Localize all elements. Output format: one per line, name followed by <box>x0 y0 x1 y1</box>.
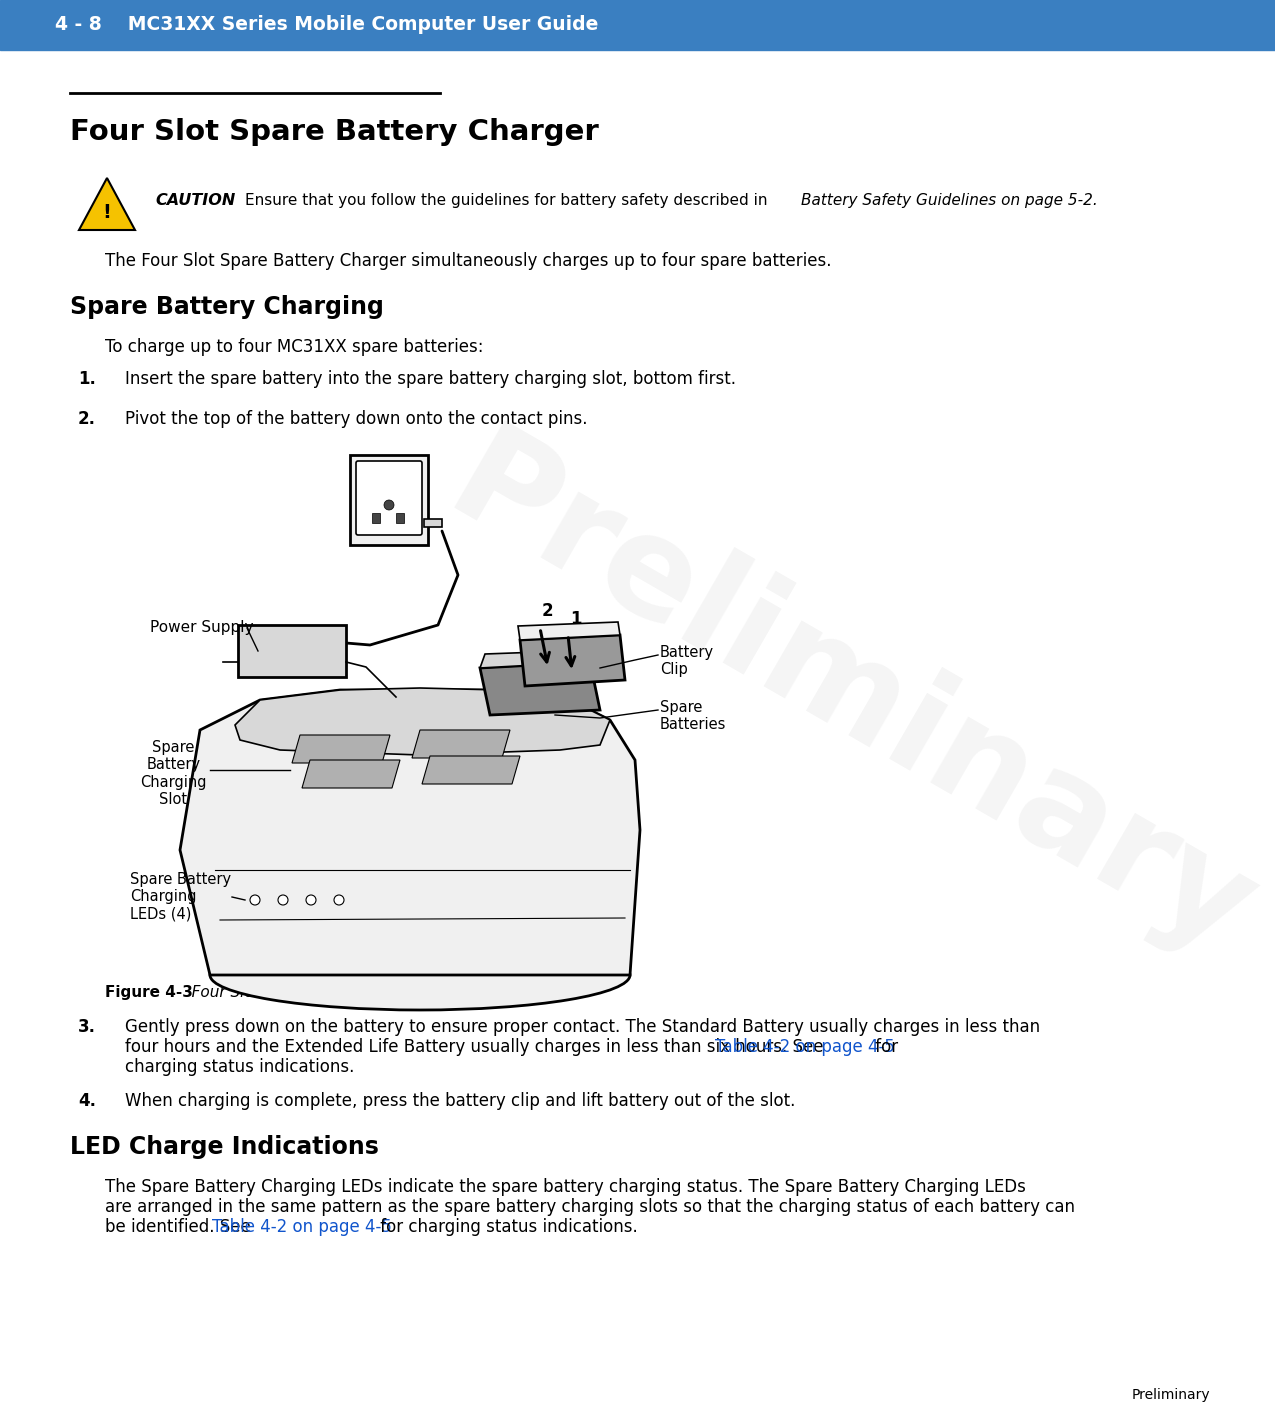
Text: 3.: 3. <box>78 1019 96 1035</box>
Text: Spare
Battery
Charging
Slot: Spare Battery Charging Slot <box>140 739 207 807</box>
Text: Gently press down on the battery to ensure proper contact. The Standard Battery : Gently press down on the battery to ensu… <box>125 1019 1040 1035</box>
Text: for charging status indications.: for charging status indications. <box>375 1218 638 1236</box>
Text: Battery
Clip: Battery Clip <box>660 645 714 678</box>
Circle shape <box>278 895 288 905</box>
Text: When charging is complete, press the battery clip and lift battery out of the sl: When charging is complete, press the bat… <box>125 1092 796 1110</box>
Polygon shape <box>180 690 640 975</box>
Text: be identified. See: be identified. See <box>105 1218 256 1236</box>
Text: The Spare Battery Charging LEDs indicate the spare battery charging status. The : The Spare Battery Charging LEDs indicate… <box>105 1179 1026 1195</box>
Text: Insert the spare battery into the spare battery charging slot, bottom first.: Insert the spare battery into the spare … <box>125 370 736 389</box>
Text: 1: 1 <box>570 610 581 629</box>
Bar <box>372 513 380 523</box>
Polygon shape <box>479 650 595 668</box>
Text: 1.: 1. <box>78 370 96 389</box>
Polygon shape <box>79 178 135 230</box>
Bar <box>397 513 404 523</box>
FancyBboxPatch shape <box>356 462 422 535</box>
Text: Preliminary: Preliminary <box>425 415 1275 985</box>
Text: four hours and the Extended Life Battery usually charges in less than six hours.: four hours and the Extended Life Battery… <box>125 1038 829 1056</box>
Polygon shape <box>238 624 346 678</box>
Text: charging status indications.: charging status indications. <box>125 1058 354 1076</box>
Polygon shape <box>479 662 601 716</box>
Circle shape <box>334 895 344 905</box>
Text: 2.: 2. <box>78 410 96 428</box>
Text: Pivot the top of the battery down onto the contact pins.: Pivot the top of the battery down onto t… <box>125 410 588 428</box>
Circle shape <box>306 895 316 905</box>
Polygon shape <box>518 622 620 640</box>
Text: Spare
Batteries: Spare Batteries <box>660 700 727 732</box>
Text: Four Slot Spare Battery Charger: Four Slot Spare Battery Charger <box>70 118 599 146</box>
Circle shape <box>384 499 394 511</box>
Polygon shape <box>422 756 520 784</box>
Text: Battery Safety Guidelines on page 5-2.: Battery Safety Guidelines on page 5-2. <box>801 194 1098 208</box>
Text: for: for <box>870 1038 898 1056</box>
Bar <box>425 519 442 528</box>
Text: The Four Slot Spare Battery Charger simultaneously charges up to four spare batt: The Four Slot Spare Battery Charger simu… <box>105 253 831 269</box>
Text: Spare Battery
Charging
LEDs (4): Spare Battery Charging LEDs (4) <box>130 873 231 922</box>
Text: !: ! <box>102 203 111 222</box>
Polygon shape <box>292 735 390 763</box>
Text: Figure 4-3: Figure 4-3 <box>105 985 193 1000</box>
Text: Spare Battery Charging: Spare Battery Charging <box>70 295 384 318</box>
Text: Power Supply: Power Supply <box>150 620 254 636</box>
Text: Ensure that you follow the guidelines for battery safety described in: Ensure that you follow the guidelines fo… <box>245 194 773 208</box>
Polygon shape <box>520 636 625 686</box>
Text: 2: 2 <box>542 602 553 620</box>
Text: Table 4-2 on page 4-5: Table 4-2 on page 4-5 <box>212 1218 391 1236</box>
Text: are arranged in the same pattern as the spare battery charging slots so that the: are arranged in the same pattern as the … <box>105 1198 1075 1216</box>
Bar <box>0 0 1275 51</box>
Text: Four Slot Spare Battery Charger: Four Slot Spare Battery Charger <box>177 985 436 1000</box>
Text: 4.: 4. <box>78 1092 96 1110</box>
Bar <box>351 455 428 544</box>
Text: Preliminary: Preliminary <box>1131 1388 1210 1402</box>
Text: Table 4-2 on page 4-5: Table 4-2 on page 4-5 <box>715 1038 895 1056</box>
Polygon shape <box>235 687 609 755</box>
Text: LED Charge Indications: LED Charge Indications <box>70 1135 379 1159</box>
Ellipse shape <box>210 940 630 1010</box>
Text: 4 - 8    MC31XX Series Mobile Computer User Guide: 4 - 8 MC31XX Series Mobile Computer User… <box>55 15 598 35</box>
Polygon shape <box>412 730 510 758</box>
Text: CAUTION: CAUTION <box>156 194 236 208</box>
Text: To charge up to four MC31XX spare batteries:: To charge up to four MC31XX spare batter… <box>105 338 483 356</box>
Circle shape <box>250 895 260 905</box>
Polygon shape <box>302 760 400 788</box>
